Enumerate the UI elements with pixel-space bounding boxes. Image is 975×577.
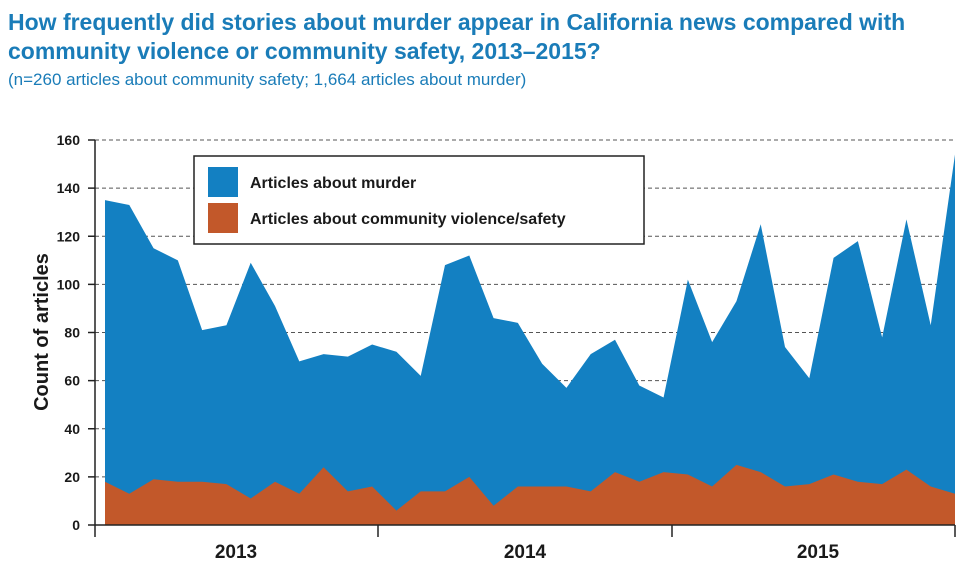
legend-box: [193, 155, 645, 245]
y-tick-label: 160: [57, 132, 81, 148]
legend-label-murder: Articles about murder: [250, 175, 416, 192]
y-tick-label: 100: [57, 276, 81, 292]
legend-swatch-community: [208, 203, 238, 233]
chart-areas: [105, 154, 955, 525]
y-tick-label: 20: [64, 469, 80, 485]
year-label-2015: 2015: [797, 542, 840, 563]
x-tick-labels: 2013 2014 2015: [215, 542, 840, 563]
y-tick-labels: 0 20 40 60 80 100 120 140 160: [57, 132, 81, 533]
year-label-2013: 2013: [215, 542, 257, 563]
legend-label-community: Articles about community violence/safety: [250, 211, 566, 228]
y-tick-label: 140: [57, 180, 81, 196]
y-tick-label: 120: [57, 228, 81, 244]
axes: [88, 139, 956, 537]
legend-swatch-murder: [208, 167, 238, 197]
y-tick-label: 0: [72, 517, 80, 533]
chart-subtitle: (n=260 articles about community safety; …: [8, 70, 527, 89]
year-label-2014: 2014: [504, 542, 547, 563]
area-murder: [105, 154, 955, 525]
y-axis-label: Count of articles: [31, 253, 53, 411]
y-tick-label: 60: [64, 373, 80, 389]
chart-title: How frequently did stories about murder …: [8, 9, 906, 64]
y-tick-label: 80: [64, 325, 80, 341]
legend: Articles about murder Articles about com…: [193, 155, 645, 245]
y-tick-label: 40: [64, 421, 80, 437]
area-community: [105, 464, 955, 525]
